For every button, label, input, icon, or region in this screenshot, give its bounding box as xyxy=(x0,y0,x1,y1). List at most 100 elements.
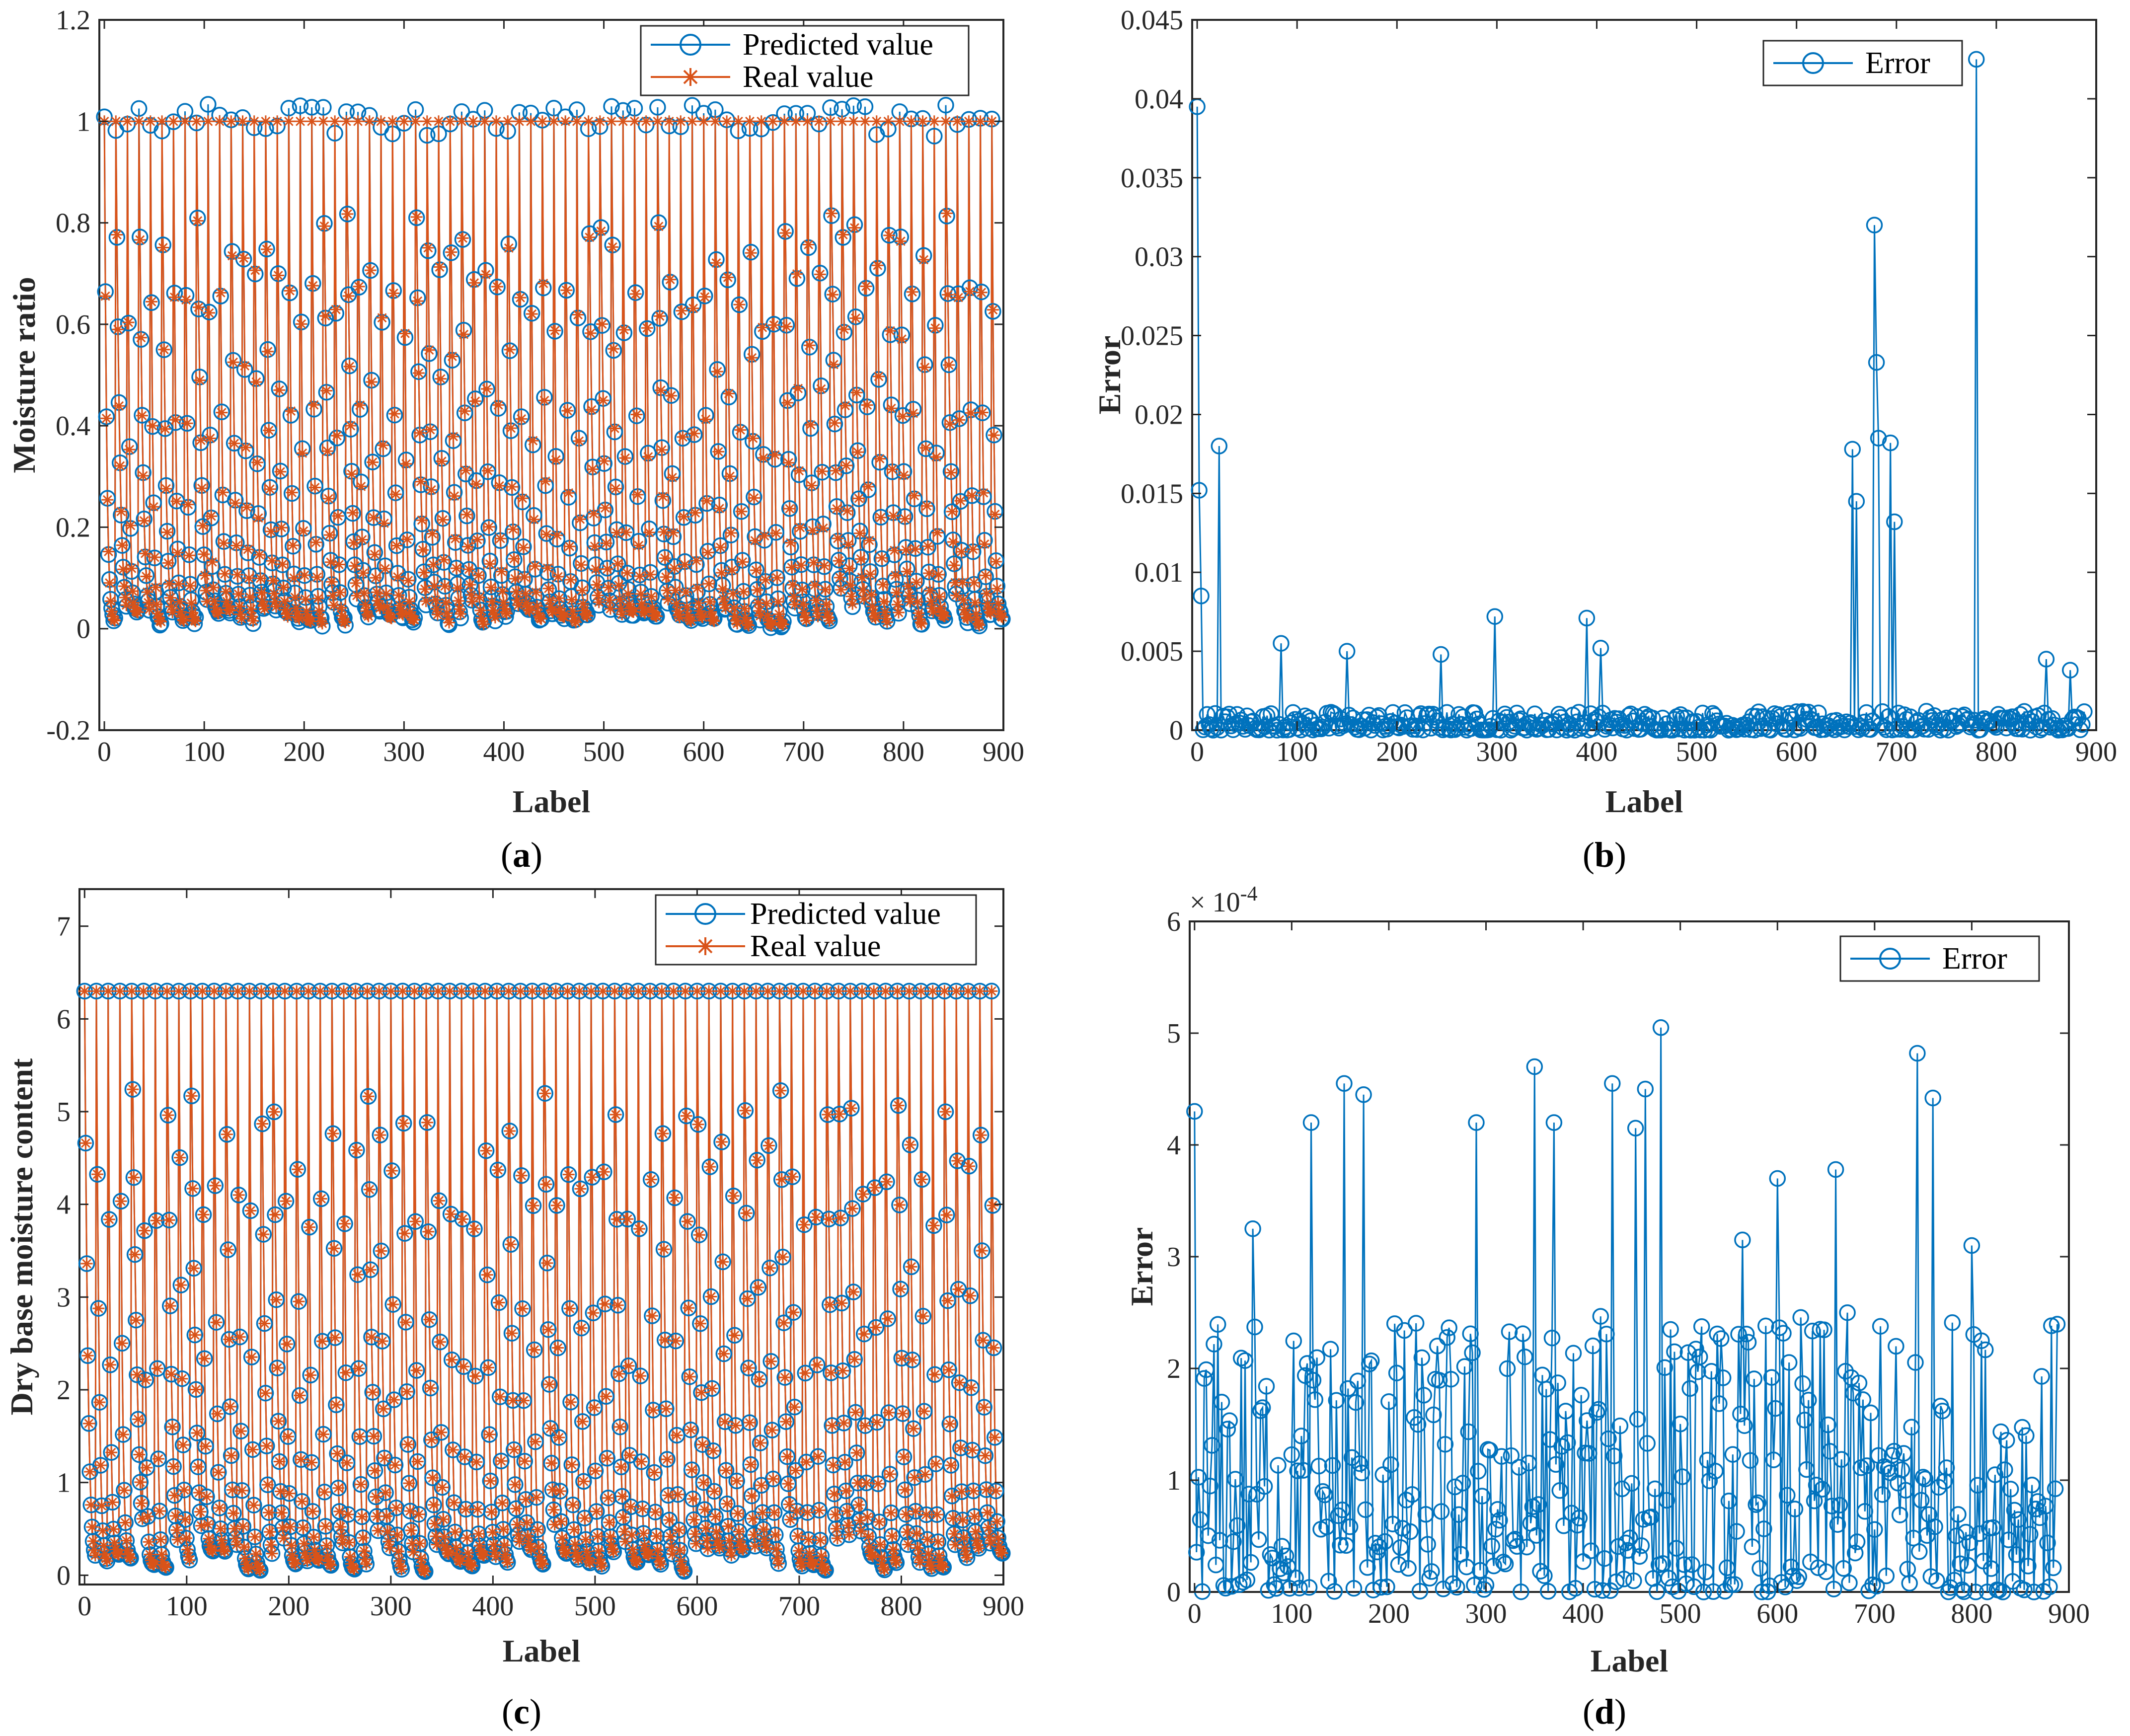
real-point xyxy=(694,1317,706,1330)
predicted-point xyxy=(696,288,713,304)
real-point xyxy=(622,588,634,600)
real-point xyxy=(690,1537,702,1550)
real-point xyxy=(138,515,151,527)
predicted-point xyxy=(460,561,477,578)
predicted-point xyxy=(847,308,864,325)
real-point xyxy=(151,1362,163,1375)
predicted-point xyxy=(480,519,497,536)
real-point xyxy=(115,505,127,518)
real-point xyxy=(846,598,859,610)
predicted-point xyxy=(627,284,644,301)
real-point xyxy=(101,1555,113,1567)
predicted-point xyxy=(230,586,247,603)
x-tick-label: 0 xyxy=(97,737,111,767)
real-point xyxy=(100,412,113,425)
real-point xyxy=(916,115,929,128)
real-point xyxy=(242,1563,255,1575)
real-point xyxy=(591,1530,604,1543)
real-point xyxy=(190,1383,202,1396)
panel-c-dry-base-moisture-chart: 0 100 200 300 400 500 600 700 800 900 0 1 2 3 4 5 6 7 Lab… xyxy=(4,888,1024,1732)
real-point xyxy=(283,115,295,128)
panel-c-legend-predicted-label: Predicted value xyxy=(750,897,941,931)
real-point xyxy=(655,1558,667,1571)
real-point xyxy=(288,572,300,584)
real-point xyxy=(888,544,901,557)
real-point xyxy=(170,495,183,508)
real-point xyxy=(190,115,203,128)
real-point xyxy=(532,1523,544,1536)
predicted-point xyxy=(663,387,680,404)
panel-d-exponent-label: × 10-4 xyxy=(1190,883,1258,918)
predicted-point xyxy=(685,426,703,443)
predicted-point xyxy=(143,294,160,311)
real-point xyxy=(101,494,114,506)
real-point xyxy=(231,568,243,581)
real-point xyxy=(316,1335,328,1348)
x-tick-label: 100 xyxy=(1271,1598,1312,1629)
real-point xyxy=(379,562,391,575)
real-point xyxy=(240,501,253,514)
real-point xyxy=(964,1289,977,1302)
real-point xyxy=(545,1457,558,1469)
real-point xyxy=(952,1283,965,1295)
real-point xyxy=(236,115,249,128)
real-point xyxy=(270,601,283,613)
predicted-point xyxy=(764,114,781,131)
real-point xyxy=(145,296,157,308)
y-tick-label: 3 xyxy=(1167,1242,1181,1273)
real-point xyxy=(709,1510,722,1523)
real-point xyxy=(544,1422,557,1434)
real-point xyxy=(841,1505,853,1517)
x-tick-label: 300 xyxy=(1465,1598,1507,1629)
real-point xyxy=(332,1482,345,1494)
real-point xyxy=(92,1302,105,1315)
predicted-point xyxy=(489,279,506,296)
real-point xyxy=(219,1545,231,1558)
real-point xyxy=(104,595,117,607)
real-point xyxy=(198,548,210,560)
real-point xyxy=(564,574,577,586)
real-point xyxy=(249,264,261,277)
real-point xyxy=(162,1109,174,1122)
real-point xyxy=(587,463,599,475)
y-tick-label: 1 xyxy=(1167,1465,1181,1496)
x-tick-label: 200 xyxy=(1376,737,1418,767)
real-point xyxy=(623,1449,636,1461)
predicted-point xyxy=(482,578,500,596)
real-point xyxy=(823,1213,835,1225)
predicted-point xyxy=(674,430,691,447)
real-point xyxy=(334,1520,347,1533)
real-point xyxy=(947,1512,959,1524)
predicted-point xyxy=(946,555,963,572)
real-point xyxy=(530,586,542,599)
real-point xyxy=(502,115,514,128)
x-tick-label: 600 xyxy=(676,1591,718,1622)
real-point xyxy=(613,1367,625,1380)
real-point xyxy=(271,115,284,128)
real-point xyxy=(228,1522,241,1535)
real-point xyxy=(166,1421,179,1433)
real-point xyxy=(79,1137,92,1149)
real-point xyxy=(742,1362,755,1374)
real-point xyxy=(736,556,749,568)
y-tick-label: -0.2 xyxy=(46,715,90,746)
predicted-point xyxy=(226,435,243,452)
real-point xyxy=(147,420,159,432)
real-point xyxy=(175,1279,187,1291)
real-point xyxy=(151,598,163,610)
real-point xyxy=(192,301,205,313)
panel-c-caption-letter: c xyxy=(514,1692,530,1732)
real-point xyxy=(125,562,138,575)
real-point xyxy=(405,1524,417,1536)
x-tick-label: 300 xyxy=(1476,737,1518,767)
real-point xyxy=(353,1362,365,1375)
real-point xyxy=(678,1565,690,1578)
real-point xyxy=(576,1415,589,1428)
real-point xyxy=(180,1532,193,1544)
x-tick-label: 600 xyxy=(1756,1598,1798,1629)
real-point xyxy=(217,486,229,499)
real-point xyxy=(704,1161,716,1173)
panel-a-x-axis-title: Label xyxy=(513,784,590,819)
real-point xyxy=(192,1461,204,1473)
y-tick-label: 0.045 xyxy=(1121,5,1183,36)
